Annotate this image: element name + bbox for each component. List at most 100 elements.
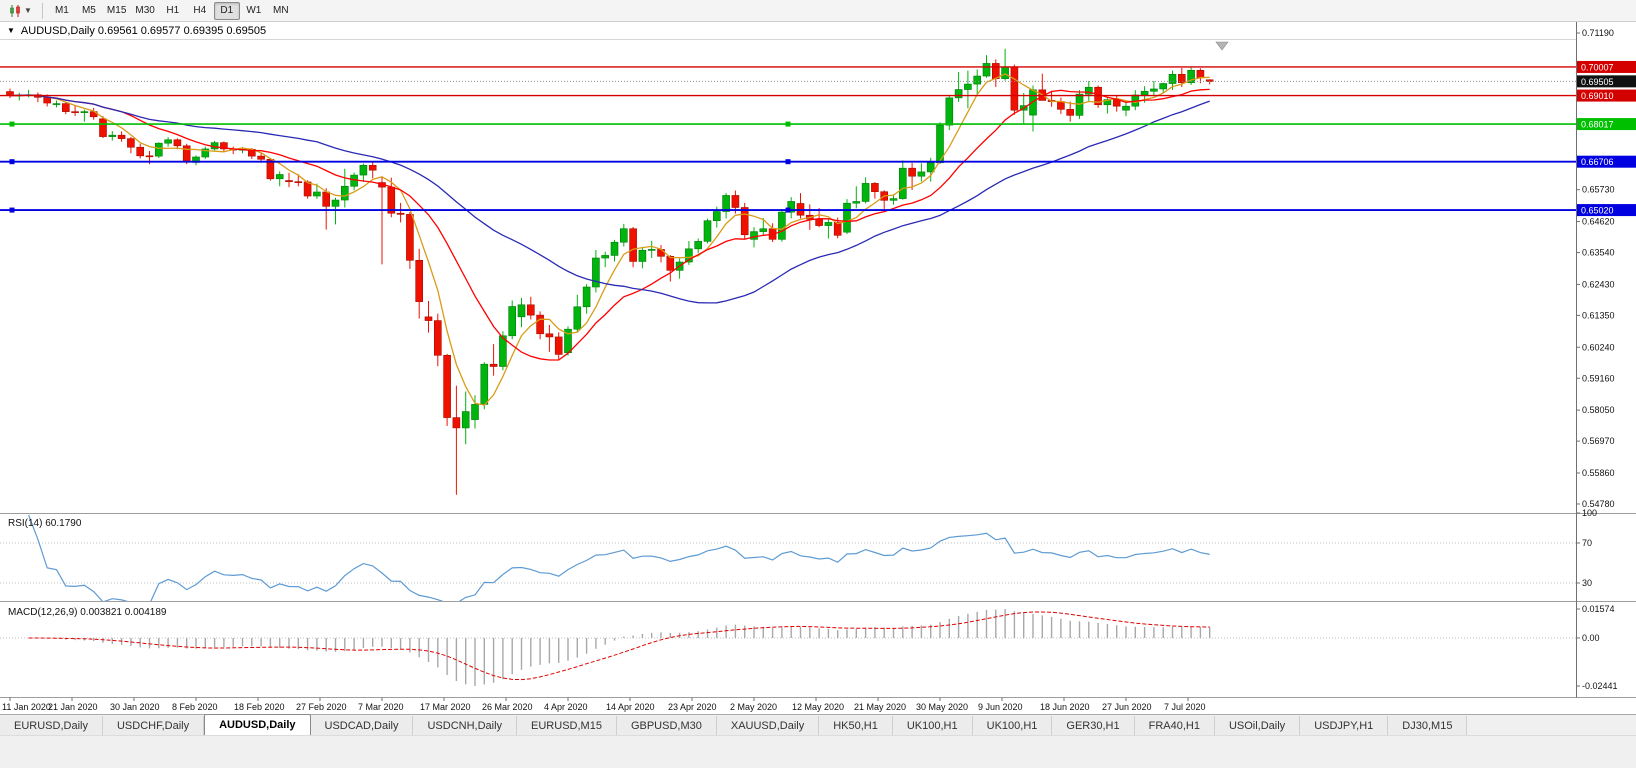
timeframe-button-h1[interactable]: H1 [166, 5, 180, 16]
line-handle[interactable] [9, 207, 15, 213]
x-axis-date-label: 27 Feb 2020 [296, 702, 347, 712]
chevron-down-icon: ▼ [24, 5, 32, 15]
x-axis-date-label: 27 Jun 2020 [1102, 702, 1152, 712]
candlestick-chart-icon [10, 4, 20, 17]
x-axis-date-label: 30 Jan 2020 [110, 702, 160, 712]
x-axis-date-label: 23 Apr 2020 [668, 702, 717, 712]
timeframe-button-group: M1 M5 M15 M30 H1 H4 D1 W1 MN [49, 1, 294, 20]
y-tick-label: 0.54780 [1582, 499, 1615, 509]
chart-tab-ger30-h1[interactable]: GER30,H1 [1052, 716, 1135, 735]
y-tick-label: 0.65730 [1582, 185, 1615, 195]
svg-text:0.65020: 0.65020 [1581, 206, 1614, 216]
chart-background [0, 22, 1636, 714]
chart-tabs-bar: EURUSD,Daily USDCHF,Daily AUDUSD,Daily USDC… [0, 714, 1636, 735]
chart-tab-usoil-daily[interactable]: USOil,Daily [1214, 716, 1301, 735]
x-axis-date-label: 12 May 2020 [792, 702, 844, 712]
ma-line-13 [9, 88, 1210, 361]
chart-tab-gbpusd-m30[interactable]: GBPUSD,M30 [616, 716, 717, 735]
chart-title: AUDUSD,Daily 0.69561 0.69577 0.69395 0.6… [20, 24, 267, 37]
ma-line-5 [9, 73, 1210, 406]
timeframe-button-w1[interactable]: W1 [246, 5, 262, 16]
y-tick-label: 0.60240 [1582, 342, 1615, 352]
ma-line-34 [9, 94, 1210, 304]
candles-series [6, 48, 1214, 495]
toolbar-separator [41, 2, 43, 19]
timeframe-button-mn[interactable]: MN [273, 5, 289, 16]
x-axis-date-label: 21 Jan 2020 [48, 702, 98, 712]
line-handle[interactable] [785, 159, 791, 165]
timeframe-button-d1[interactable]: D1 [213, 1, 240, 20]
y-tick-label: 0.63540 [1582, 248, 1615, 258]
chart-type-button[interactable]: ▼ [4, 2, 36, 20]
price-label-0.65020 [1577, 204, 1636, 217]
x-axis-date-label: 26 Mar 2020 [482, 702, 533, 712]
x-axis-date-label: 7 Jul 2020 [1164, 702, 1206, 712]
chart-shift-marker[interactable] [1215, 41, 1229, 51]
timeframe-button-m15[interactable]: M15 [106, 5, 127, 16]
y-tick-label: 0.64620 [1582, 217, 1615, 227]
price-label-0.66706 [1577, 155, 1636, 168]
x-axis-date-label: 2 May 2020 [730, 702, 777, 712]
chart-tab-dj30-m15[interactable]: DJ30,M15 [1388, 716, 1468, 735]
x-axis-date-label: 8 Feb 2020 [172, 702, 218, 712]
y-tick-label: 0.62430 [1582, 279, 1615, 289]
svg-text:0.66706: 0.66706 [1581, 157, 1614, 167]
chart-tab-usdchf-daily[interactable]: USDCHF,Daily [102, 716, 205, 735]
macd-scale-label: -0.02441 [1582, 681, 1618, 691]
rsi-scale-label: 100 [1582, 508, 1597, 518]
timeframe-button-m5[interactable]: M5 [81, 5, 96, 16]
timeframe-button-m30[interactable]: M30 [135, 5, 155, 16]
price-label-0.69010 [1577, 89, 1636, 102]
chart-tab-usdcad-daily[interactable]: USDCAD,Daily [310, 716, 414, 735]
x-axis-date-label: 4 Apr 2020 [544, 702, 588, 712]
timeframe-button-h4[interactable]: H4 [193, 5, 207, 16]
macd-signal-line [28, 611, 1210, 681]
price-chart[interactable]: 0.70007 0.69505 0.69010 0.68017 0.66706 0.650… [0, 22, 1636, 714]
line-handle[interactable] [785, 207, 791, 213]
chart-tab-audusd-daily[interactable]: AUDUSD,Daily [204, 714, 311, 735]
svg-text:0.69010: 0.69010 [1581, 91, 1614, 101]
price-label-0.70007 [1577, 60, 1636, 73]
x-axis-date-label: 9 Jun 2020 [978, 702, 1023, 712]
price-label-0.69505 [1577, 75, 1636, 88]
rsi-line [28, 514, 1210, 601]
chart-tab-eurusd-daily[interactable]: EURUSD,Daily [0, 716, 103, 735]
price-label-0.68017 [1577, 118, 1636, 131]
window-menu-icon[interactable]: ▼ [7, 26, 15, 35]
x-axis-date-label: 18 Jun 2020 [1040, 702, 1090, 712]
chart-tab-uk100-h1[interactable]: UK100,H1 [892, 716, 973, 735]
chart-tab-usdjpy-h1[interactable]: USDJPY,H1 [1300, 716, 1389, 735]
x-axis-date-label: 17 Mar 2020 [420, 702, 471, 712]
svg-text:0.70007: 0.70007 [1581, 62, 1614, 72]
svg-text:0.69505: 0.69505 [1581, 77, 1614, 87]
line-handle[interactable] [9, 121, 15, 127]
chart-tab-usdcnh-daily[interactable]: USDCNH,Daily [413, 716, 518, 735]
chart-tab-uk100-h1[interactable]: UK100,H1 [972, 716, 1053, 735]
macd-scale-label: 0.01574 [1582, 604, 1615, 614]
x-axis-date-label: 21 May 2020 [854, 702, 906, 712]
y-tick-label: 0.71190 [1582, 28, 1614, 38]
line-handle[interactable] [785, 121, 791, 127]
line-handle[interactable] [9, 159, 15, 165]
timeframe-button-m1[interactable]: M1 [54, 5, 69, 16]
timeframes-toolbar: ▼ M1 M5 M15 M30 H1 H4 D1 W1 MN [0, 0, 1636, 22]
y-tick-label: 0.55860 [1582, 468, 1615, 478]
chart-window: 0.70007 0.69505 0.69010 0.68017 0.66706 0.650… [0, 22, 1636, 714]
status-bar [0, 735, 1636, 768]
x-axis-date-label: 14 Apr 2020 [606, 702, 655, 712]
main-price-pane[interactable] [6, 48, 1214, 495]
y-tick-label: 0.59160 [1582, 373, 1615, 383]
chart-title-bar: ▼ AUDUSD,Daily 0.69561 0.69577 0.69395 0… [0, 22, 1576, 40]
chart-tab-hk50-h1[interactable]: HK50,H1 [819, 716, 893, 735]
chart-tab-fra40-h1[interactable]: FRA40,H1 [1134, 716, 1215, 735]
y-tick-label: 0.61350 [1582, 310, 1615, 320]
x-axis-date-label: 18 Feb 2020 [234, 702, 285, 712]
y-tick-label: 0.56970 [1582, 436, 1615, 446]
macd-histogram [18, 609, 1211, 686]
macd-scale-label: 0.00 [1582, 633, 1600, 643]
rsi-label: RSI(14) 60.1790 [8, 518, 82, 529]
chart-tab-eurusd-m15[interactable]: EURUSD,M15 [517, 716, 617, 735]
x-axis-date-label: 7 Mar 2020 [358, 702, 404, 712]
chart-tab-xauusd-daily[interactable]: XAUUSD,Daily [716, 716, 820, 735]
y-tick-label: 0.58050 [1582, 405, 1615, 415]
